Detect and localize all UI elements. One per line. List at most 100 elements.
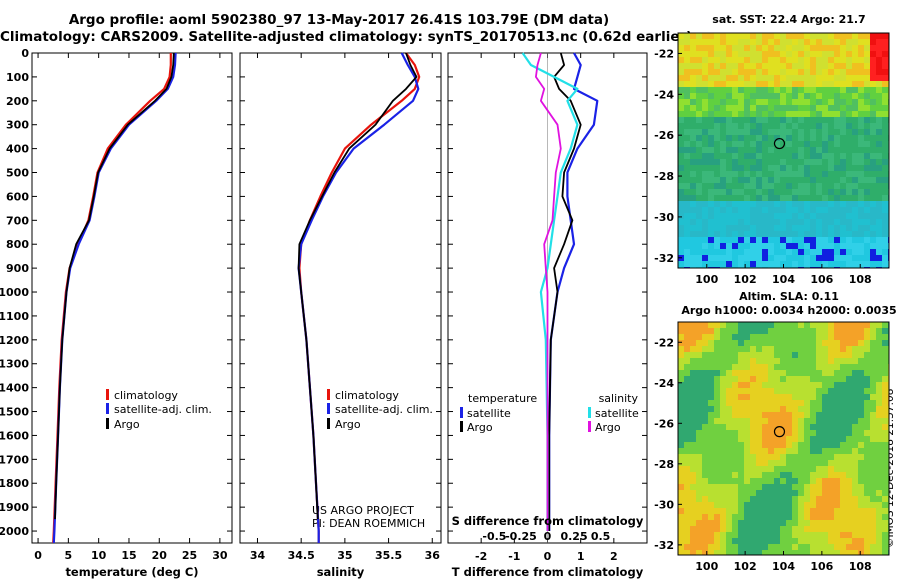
map-cell bbox=[792, 424, 798, 430]
map-cell bbox=[708, 201, 714, 207]
map-cell bbox=[768, 394, 774, 400]
map-cell bbox=[810, 526, 816, 532]
map-cell bbox=[738, 231, 744, 237]
map-cell bbox=[714, 111, 720, 117]
map-cell bbox=[852, 171, 858, 177]
chart-title-line-2: Climatology: CARS2009. Satellite-adjuste… bbox=[0, 29, 693, 45]
map-cell bbox=[822, 195, 828, 201]
map-cell bbox=[762, 117, 768, 123]
map-cell bbox=[834, 412, 840, 418]
map-cell bbox=[870, 328, 876, 334]
map-cell bbox=[762, 376, 768, 382]
map-cell bbox=[756, 418, 762, 424]
map-cell bbox=[690, 189, 696, 195]
map-cell bbox=[828, 472, 834, 478]
map-cell bbox=[732, 352, 738, 358]
map-cell bbox=[696, 207, 702, 213]
map-cell bbox=[780, 183, 786, 189]
map-cell bbox=[732, 225, 738, 231]
map-cell bbox=[840, 358, 846, 364]
map-cell bbox=[774, 334, 780, 340]
map-cell bbox=[720, 207, 726, 213]
map-cell bbox=[744, 219, 750, 225]
map-cell bbox=[732, 358, 738, 364]
map-cell bbox=[804, 550, 810, 555]
map-cell bbox=[744, 177, 750, 183]
map-cell bbox=[834, 51, 840, 57]
map-cell bbox=[702, 418, 708, 424]
map-cell bbox=[708, 147, 714, 153]
map-cell bbox=[744, 394, 750, 400]
map-cell bbox=[822, 135, 828, 141]
map-cell bbox=[834, 538, 840, 544]
map-cell bbox=[882, 75, 888, 81]
map-cell bbox=[822, 45, 828, 51]
map-cell bbox=[810, 93, 816, 99]
map-cell bbox=[732, 51, 738, 57]
map-cell bbox=[702, 514, 708, 520]
map-cell bbox=[828, 544, 834, 550]
map-cell bbox=[678, 376, 684, 382]
temperature-series-argo bbox=[54, 52, 175, 520]
map-cell bbox=[762, 436, 768, 442]
map-cell bbox=[840, 550, 846, 555]
map-cell bbox=[834, 195, 840, 201]
map-cell bbox=[840, 33, 846, 39]
map-cell bbox=[852, 117, 858, 123]
map-cell bbox=[840, 430, 846, 436]
map-cell bbox=[870, 514, 876, 520]
map-cell bbox=[708, 195, 714, 201]
map-cell bbox=[678, 340, 684, 346]
map-cell bbox=[732, 75, 738, 81]
map-cell bbox=[702, 219, 708, 225]
map-cell bbox=[756, 225, 762, 231]
map-cell bbox=[816, 442, 822, 448]
map-cell bbox=[780, 225, 786, 231]
map-cell bbox=[804, 322, 810, 328]
map-cell bbox=[864, 484, 870, 490]
map-cell bbox=[876, 532, 882, 538]
map-cell bbox=[714, 63, 720, 69]
map-cell bbox=[756, 141, 762, 147]
map-cell bbox=[750, 454, 756, 460]
map-cell bbox=[816, 484, 822, 490]
map-cell bbox=[714, 87, 720, 93]
map-cell bbox=[762, 171, 768, 177]
map-cell bbox=[714, 328, 720, 334]
map-cell bbox=[852, 45, 858, 51]
map-cell bbox=[708, 249, 714, 255]
map-cell bbox=[738, 213, 744, 219]
map-cell bbox=[828, 153, 834, 159]
map-cell bbox=[828, 442, 834, 448]
map-cell bbox=[678, 57, 684, 63]
map-cell bbox=[828, 261, 834, 267]
map-cell bbox=[738, 544, 744, 550]
map-cell bbox=[852, 412, 858, 418]
map-cell bbox=[678, 490, 684, 496]
map-cell bbox=[774, 346, 780, 352]
map-cell bbox=[780, 328, 786, 334]
map-cell bbox=[768, 430, 774, 436]
salinity-diff-tick-label: -0.25 bbox=[505, 530, 537, 543]
map-cell bbox=[702, 466, 708, 472]
map-cell bbox=[864, 418, 870, 424]
map-cell bbox=[732, 189, 738, 195]
map-cell bbox=[792, 466, 798, 472]
map-cell bbox=[696, 129, 702, 135]
map-cell bbox=[870, 484, 876, 490]
map-cell bbox=[840, 75, 846, 81]
map-cell bbox=[840, 57, 846, 63]
map-cell bbox=[858, 388, 864, 394]
map-cell bbox=[852, 201, 858, 207]
map-cell bbox=[684, 370, 690, 376]
map-cell bbox=[690, 99, 696, 105]
temperature-xtick-label: 15 bbox=[121, 549, 136, 562]
map-cell bbox=[852, 544, 858, 550]
map-cell bbox=[810, 231, 816, 237]
map-cell bbox=[750, 237, 756, 243]
map-cell bbox=[714, 502, 720, 508]
map-cell bbox=[690, 183, 696, 189]
map-cell bbox=[792, 484, 798, 490]
map-cell bbox=[756, 364, 762, 370]
map-cell bbox=[792, 261, 798, 267]
